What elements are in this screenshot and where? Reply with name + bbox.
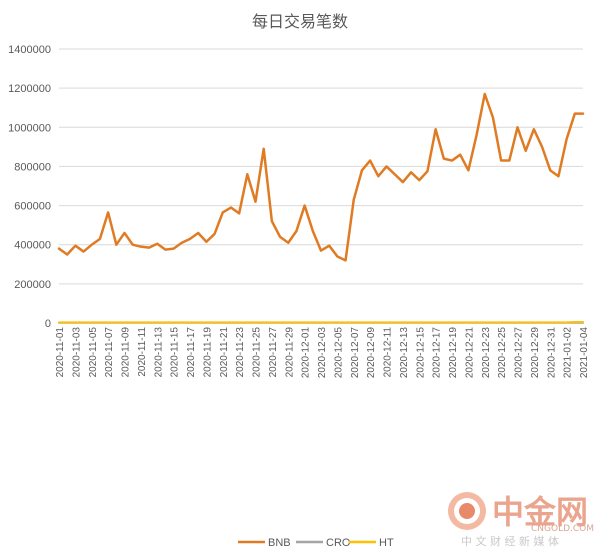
- x-tick-label: 2020-12-07: [350, 327, 361, 379]
- x-tick-label: 2020-11-03: [71, 327, 82, 378]
- y-tick-label: 1000000: [8, 122, 51, 134]
- x-tick-label: 2020-12-05: [333, 327, 344, 379]
- x-tick-label: 2020-12-21: [464, 327, 475, 379]
- x-tick-label: 2020-12-31: [546, 327, 557, 379]
- x-tick-label: 2020-12-19: [448, 327, 459, 379]
- x-tick-label: 2020-11-25: [252, 327, 263, 378]
- series-layer: [59, 94, 583, 323]
- x-tick-label: 2020-11-27: [268, 327, 279, 378]
- x-tick-label: 2020-12-13: [399, 327, 410, 379]
- x-tick-label: 2020-11-29: [284, 327, 295, 378]
- x-tick-label: 2021-01-02: [563, 327, 574, 379]
- x-tick-label: 2020-11-09: [121, 327, 132, 378]
- x-tick-label: 2020-11-23: [235, 327, 246, 378]
- y-tick-label: 200000: [14, 279, 51, 291]
- legend-label-cro: CRO: [326, 537, 351, 549]
- y-tick-label: 400000: [14, 240, 51, 252]
- x-tick-label: 2020-12-17: [432, 327, 443, 379]
- legend: BNB CRO HT: [238, 537, 394, 549]
- x-tick-label: 2020-12-25: [497, 327, 508, 379]
- x-tick-label: 2020-11-21: [219, 327, 230, 378]
- watermark-logo-icon: [448, 492, 486, 530]
- x-tick-label: 2020-12-27: [514, 327, 525, 379]
- y-tick-label: 600000: [14, 201, 51, 213]
- x-tick-label: 2020-11-07: [104, 327, 115, 378]
- x-tick-label: 2020-11-01: [55, 327, 66, 378]
- x-tick-label: 2020-12-29: [530, 327, 541, 379]
- y-tick-label: 1400000: [8, 44, 51, 56]
- x-tick-label: 2020-11-13: [153, 327, 164, 378]
- legend-label-ht: HT: [379, 537, 394, 549]
- x-tick-label: 2020-12-03: [317, 327, 328, 379]
- legend-label-bnb: BNB: [268, 537, 291, 549]
- y-tick-label: 1200000: [8, 83, 51, 95]
- x-tick-label: 2020-11-17: [186, 327, 197, 378]
- x-tick-label: 2020-11-15: [170, 327, 181, 378]
- x-tick-label: 2021-01-04: [579, 327, 590, 379]
- x-tick-label: 2020-12-09: [366, 327, 377, 379]
- series-line-bnb: [59, 94, 583, 260]
- chart-title: 每日交易笔数: [252, 13, 348, 31]
- y-tick-label: 0: [45, 318, 51, 330]
- watermark-slogan: 中 文 财 经 新 媒 体: [461, 534, 559, 548]
- x-tick-label: 2020-12-11: [383, 327, 394, 378]
- x-tick-label: 2020-12-15: [415, 327, 426, 379]
- grid-lines: [59, 49, 583, 323]
- watermark: 中金网 CNGOLD.COM 中 文 财 经 新 媒 体: [448, 492, 594, 548]
- y-tick-label: 800000: [14, 161, 51, 173]
- x-tick-label: 2020-11-19: [202, 327, 213, 378]
- x-tick-label: 2020-12-23: [481, 327, 492, 379]
- x-tick-label: 2020-12-01: [301, 327, 312, 379]
- x-tick-label: 2020-11-05: [88, 327, 99, 378]
- watermark-domain: CNGOLD.COM: [531, 524, 594, 534]
- x-tick-label: 2020-11-11: [137, 327, 148, 377]
- x-axis: 2020-11-01 2020-11-03 2020-11-05 2020-11-07…: [55, 327, 590, 379]
- y-axis: 0 200000 400000 600000 800000 1000000 1200000 1…: [8, 44, 51, 330]
